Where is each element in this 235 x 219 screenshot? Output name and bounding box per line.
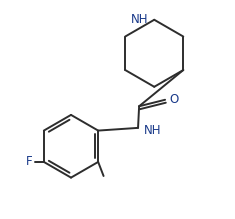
Text: F: F — [26, 155, 33, 168]
Text: NH: NH — [131, 13, 149, 26]
Text: O: O — [170, 93, 179, 106]
Text: NH: NH — [143, 124, 161, 136]
